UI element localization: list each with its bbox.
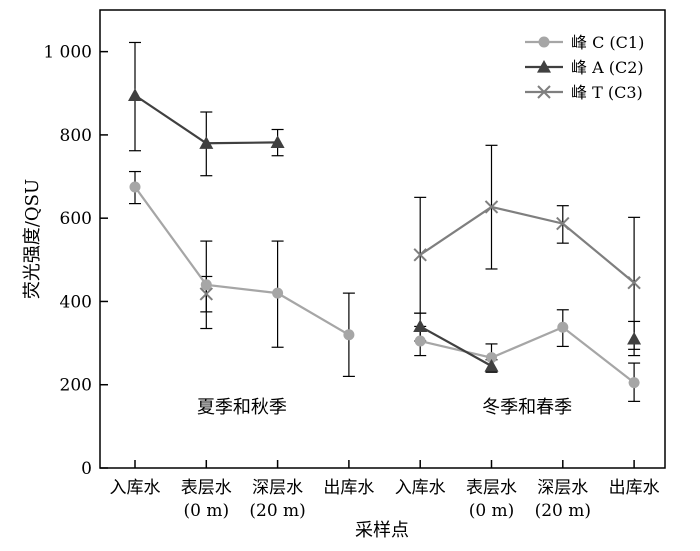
series-lines <box>134 94 635 384</box>
legend: 峰 C (C1) 峰 A (C2) 峰 T (C3) <box>525 33 644 102</box>
x-tick-label: 深层水 <box>252 478 303 498</box>
data-point-circle <box>628 377 640 389</box>
data-point-triangle <box>199 136 214 149</box>
legend-label: 峰 A (C2) <box>571 58 644 77</box>
y-tick-label: 200 <box>60 376 92 396</box>
data-point-circle <box>538 36 550 48</box>
plot-frame <box>99 9 666 469</box>
data-point-circle <box>486 352 497 364</box>
period-label: 夏季和秋季 <box>197 397 287 418</box>
y-tick-label: 800 <box>60 126 92 146</box>
x-tick-label: (0 m) <box>183 501 229 521</box>
x-tick-label: 出库水 <box>323 478 374 498</box>
data-point-circle <box>343 329 355 341</box>
legend-label: 峰 C (C1) <box>571 33 644 52</box>
data-point-x <box>537 85 551 99</box>
data-point-circle <box>129 181 141 193</box>
data-point-circle <box>414 335 426 347</box>
x-tick-label: 深层水 <box>537 478 588 498</box>
data-point-x <box>556 216 570 231</box>
data-point-x <box>627 276 641 290</box>
x-axis: 入库水 表层水(0 m)深层水(20 m)出库水 入库水 表层水(0 m)深层水(20… <box>110 460 660 521</box>
data-point-triangle <box>537 60 551 73</box>
series-line <box>419 205 635 284</box>
y-axis: 0 200 400 600 800 1 000 <box>43 43 108 479</box>
data-point-triangle <box>128 88 142 101</box>
x-tick-label: 入库水 <box>395 478 446 498</box>
y-tick-label: 600 <box>60 209 92 229</box>
y-axis-label: 荧光强度/QSU <box>22 179 43 299</box>
y-tick-label: 400 <box>60 292 92 312</box>
legend-label: 峰 T (C3) <box>571 83 643 102</box>
x-tick-label: (20 m) <box>249 501 305 521</box>
data-point-triangle <box>627 331 642 345</box>
x-tick-label: 出库水 <box>609 478 660 498</box>
x-tick-label: (0 m) <box>469 501 515 521</box>
series-markers <box>128 88 642 389</box>
series-line <box>419 326 635 384</box>
data-point-triangle <box>484 358 499 372</box>
data-point-x <box>484 200 499 214</box>
x-tick-label: 表层水 <box>466 478 517 498</box>
x-tick-label: (20 m) <box>535 501 591 521</box>
y-tick-label: 1 000 <box>43 43 92 63</box>
data-point-x <box>413 248 427 262</box>
period-labels: 夏季和秋季 冬季和春季 <box>197 397 572 418</box>
data-point-circle <box>557 321 569 333</box>
y-tick-label: 0 <box>81 459 92 479</box>
data-point-circle <box>272 287 284 299</box>
period-label: 冬季和春季 <box>482 397 572 418</box>
data-point-circle <box>200 279 212 291</box>
series-line <box>419 325 493 367</box>
x-tick-label: 入库水 <box>110 478 161 498</box>
series-line <box>134 186 350 336</box>
data-point-triangle <box>413 319 428 333</box>
data-point-triangle <box>270 135 285 149</box>
data-point-x <box>199 287 214 301</box>
x-axis-label: 采样点 <box>355 520 409 541</box>
x-tick-label: 表层水 <box>181 478 232 498</box>
